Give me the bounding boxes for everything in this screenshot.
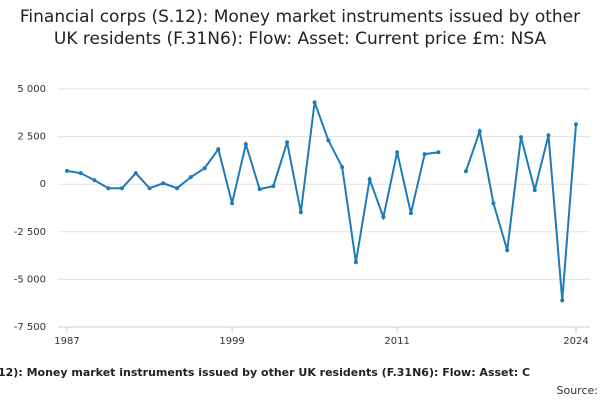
y-tick-label: 5 000	[17, 84, 46, 95]
y-tick-label: -7 500	[14, 322, 46, 333]
point	[106, 186, 111, 191]
point	[271, 184, 276, 189]
point	[188, 175, 193, 180]
point	[243, 142, 248, 147]
y-tick-label: 2 500	[17, 132, 46, 143]
footer-text: 12): Money market instruments issued by …	[0, 366, 530, 379]
x-tick-label: 2011	[384, 336, 409, 347]
point	[505, 248, 510, 253]
point	[175, 186, 180, 191]
point	[546, 133, 551, 138]
point	[65, 168, 69, 173]
y-tick-label: -5 000	[14, 274, 46, 285]
point	[120, 186, 125, 191]
x-tick-label: 2024	[563, 336, 588, 347]
point	[326, 138, 331, 143]
point	[532, 188, 537, 193]
point	[285, 140, 290, 145]
point	[422, 152, 427, 157]
point	[381, 215, 386, 220]
point	[518, 135, 523, 140]
point	[133, 171, 138, 176]
point	[491, 201, 496, 206]
point	[202, 166, 207, 171]
y-tick-label: 0	[40, 179, 46, 190]
point	[230, 201, 235, 206]
point	[312, 100, 317, 105]
chart-title: Financial corps (S.12): Money market ins…	[19, 7, 581, 49]
y-tick-label: -2 500	[14, 227, 46, 238]
point	[353, 260, 358, 265]
source-label: Source:	[557, 384, 599, 397]
point	[436, 150, 441, 155]
point	[147, 186, 152, 191]
point	[408, 211, 413, 216]
point	[395, 150, 400, 155]
point	[340, 165, 345, 170]
point	[216, 147, 221, 152]
point	[560, 298, 565, 303]
point	[257, 187, 262, 192]
point	[78, 171, 83, 176]
point	[574, 122, 578, 127]
x-tick-label: 1987	[54, 336, 79, 347]
x-tick-label: 1999	[219, 336, 244, 347]
line	[66, 101, 577, 301]
point	[298, 210, 303, 215]
point	[161, 181, 166, 186]
point	[463, 169, 468, 174]
point	[92, 178, 97, 183]
point	[477, 129, 482, 134]
point	[367, 177, 372, 182]
